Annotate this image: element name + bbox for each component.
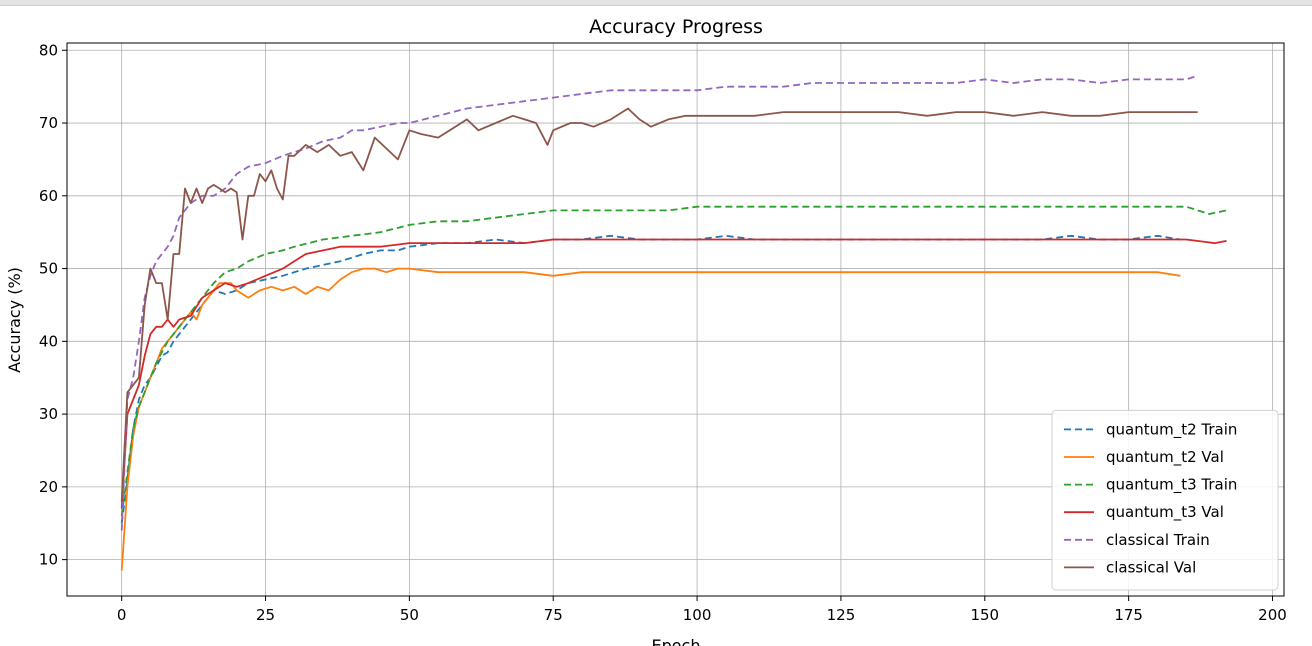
series-line: [120, 238, 1227, 509]
x-tick-label: 75: [544, 606, 563, 624]
legend-label: quantum_t2 Val: [1106, 448, 1224, 467]
plot-frame: [66, 42, 1285, 597]
x-tick-label: 0: [117, 606, 127, 624]
y-tick-label: 30: [39, 405, 58, 423]
x-axis-label: Epoch: [652, 636, 701, 646]
x-tick-label: 175: [1114, 606, 1143, 624]
y-tick-label: 10: [39, 551, 58, 569]
x-tick-label: 125: [827, 606, 856, 624]
y-tick-label: 40: [39, 332, 58, 350]
axis-ticks: 0 25 50 75 100 125 150 175 200 10 20 30 40 50 60 70 80: [39, 41, 1287, 624]
series-line: [120, 107, 1198, 502]
series-line: [120, 74, 1198, 531]
legend-label: quantum_t2 Train: [1106, 420, 1237, 439]
chart-title: Accuracy Progress: [589, 16, 763, 38]
series-layer: [120, 74, 1227, 571]
x-tick-label: 50: [400, 606, 419, 624]
y-tick-label: 50: [39, 260, 58, 278]
legend-label: classical Val: [1106, 558, 1196, 576]
legend-label: quantum_t3 Train: [1106, 476, 1237, 495]
legend-box: [1051, 409, 1279, 591]
x-tick-label: 150: [970, 606, 999, 624]
legend: quantum_t2 Train quantum_t2 Val quantum_t3…: [1051, 409, 1279, 591]
series-line: [120, 267, 1181, 571]
x-tick-label: 25: [256, 606, 275, 624]
x-tick-label: 100: [683, 606, 712, 624]
series-line: [120, 205, 1227, 517]
y-tick-label: 20: [39, 478, 58, 496]
series-line: [120, 234, 1181, 524]
legend-label: classical Train: [1106, 531, 1210, 549]
legend-label: quantum_t3 Val: [1106, 503, 1224, 522]
x-tick-label: 200: [1258, 606, 1287, 624]
y-axis-label: Accuracy (%): [5, 267, 24, 373]
y-tick-label: 80: [39, 41, 58, 59]
y-tick-label: 70: [39, 114, 58, 132]
y-tick-label: 60: [39, 187, 58, 205]
window-top-bar: [0, 0, 1312, 6]
